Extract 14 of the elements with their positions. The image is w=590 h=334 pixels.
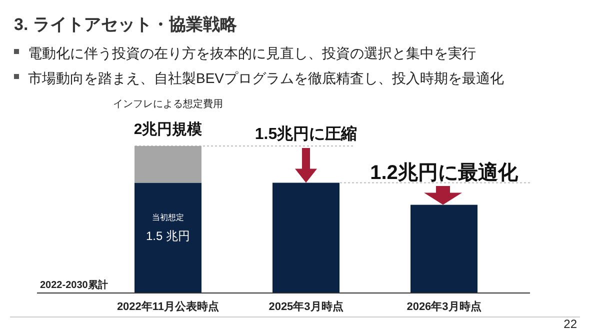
text: インフレによる想定費用 xyxy=(113,98,223,110)
text: 2兆円規模 xyxy=(134,121,204,138)
annotation: 当初想定 xyxy=(152,213,184,222)
text: 電動化に伴う投資の在り方を抜本的に見直し、投資の選択と集中を実行 xyxy=(28,45,476,61)
text: 22 xyxy=(564,317,578,331)
text: 市場動向を踏まえ、自社製BEVプログラムを徹底精査し、投入時期を最適化 xyxy=(28,70,504,86)
x-tick-label: 2025年3月時点 xyxy=(268,300,344,313)
annotation: 1.5 兆円 xyxy=(146,229,190,243)
text: 1.5兆円に圧縮 xyxy=(254,125,358,143)
x-tick-label: 2022年11月公表時点 xyxy=(116,300,220,313)
annotation: 2022-2030累計 xyxy=(40,279,108,291)
chart-title: 3. ライトアセット・協業戦略 xyxy=(14,15,238,34)
annotation: 1.2兆円に最適化 xyxy=(370,161,519,184)
x-tick-label: 2026年3月時点 xyxy=(406,300,482,313)
